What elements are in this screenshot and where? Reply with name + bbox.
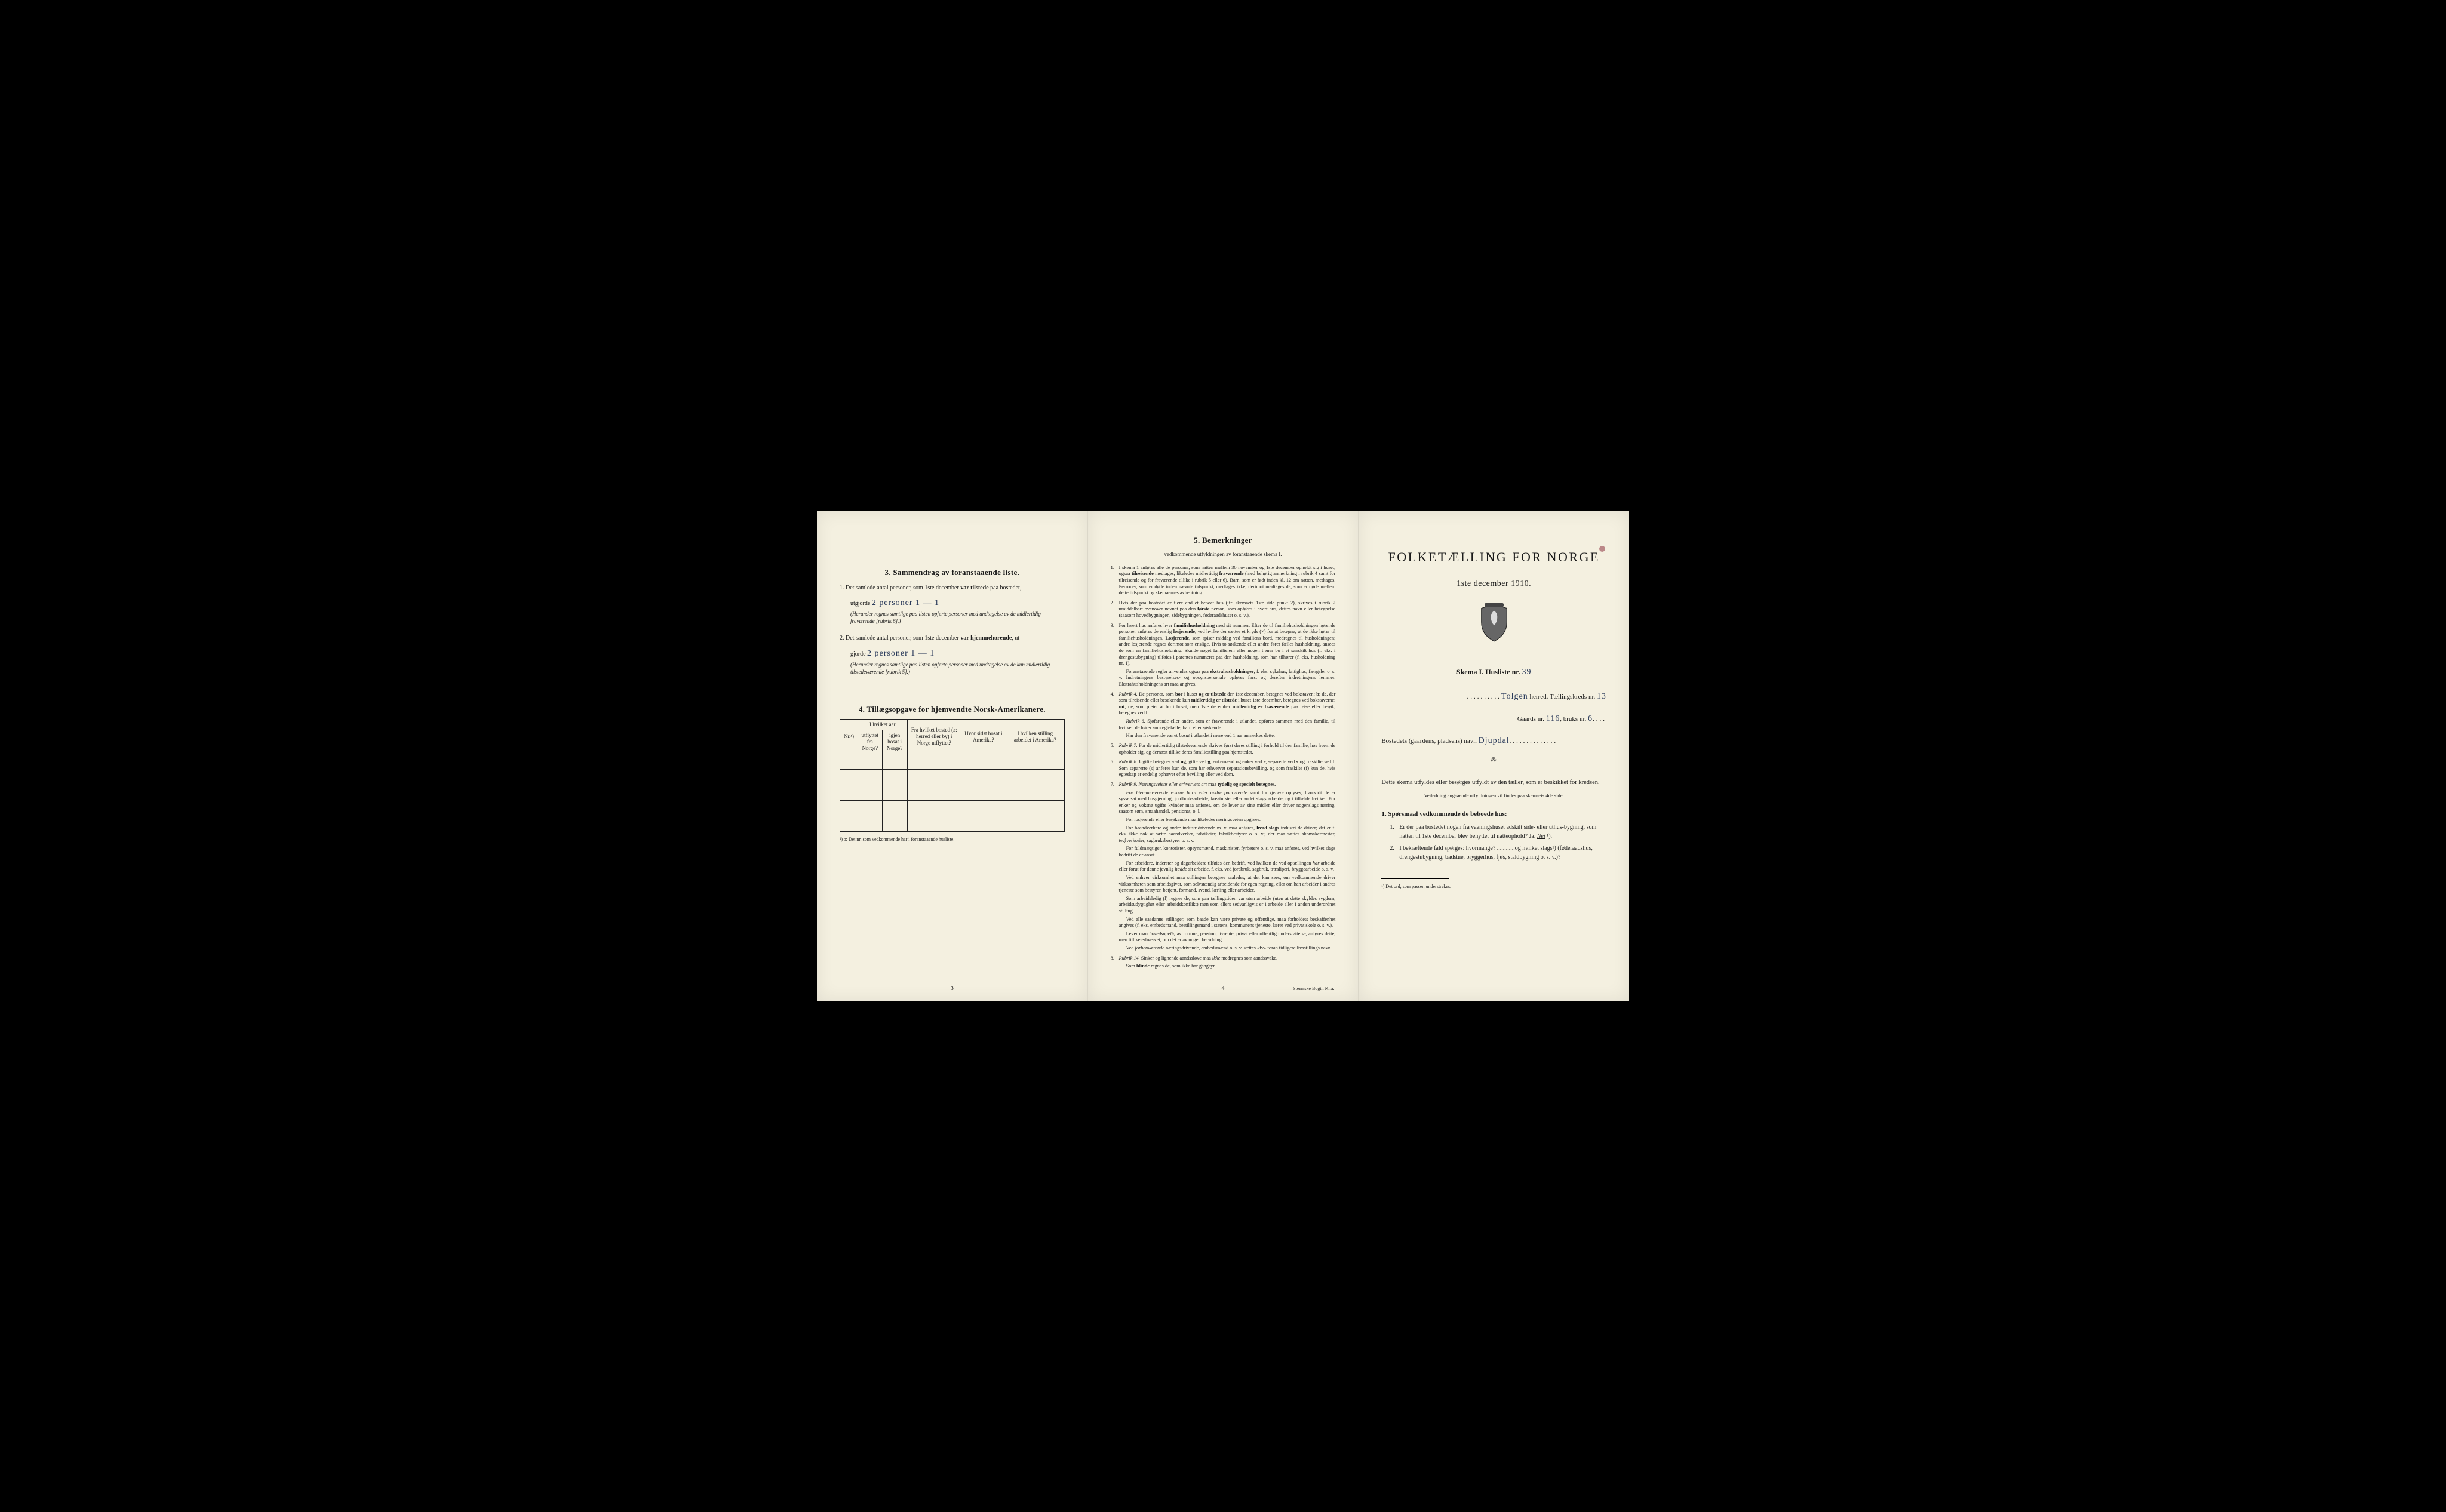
remark-number: 4. xyxy=(1111,692,1119,739)
remark-number: 8. xyxy=(1111,955,1119,970)
item1-tail: paa bostedet, xyxy=(989,585,1022,591)
skema-label: Skema I. Husliste nr. xyxy=(1456,668,1522,676)
gaards-nr: 116 xyxy=(1546,714,1560,723)
intro-note: Veiledning angaaende utfyldningen vil fi… xyxy=(1381,792,1606,799)
remark-number: 5. xyxy=(1111,743,1119,755)
q2-text: I bekræftende fald spørges: hvormange? .… xyxy=(1399,844,1606,862)
q2-num: 2. xyxy=(1390,844,1399,862)
th-igjen: igjen bosat i Norge? xyxy=(882,730,907,754)
remark-number: 2. xyxy=(1111,600,1119,619)
bosted-name: Djupdal xyxy=(1479,736,1510,745)
bosted-label: Bostedets (gaardens, pladsens) navn xyxy=(1381,737,1478,745)
bruks-label: , bruks nr. xyxy=(1560,715,1588,723)
th-aar: I hvilket aar xyxy=(858,720,908,730)
remark-item: 8.Rubrik 14. Sinker og lignende aandsslø… xyxy=(1111,955,1336,970)
remark-text: Hvis der paa bostedet er flere end ét be… xyxy=(1119,600,1336,619)
section-5-heading: 5. Bemerkninger xyxy=(1111,535,1336,546)
item2-tail: , ut- xyxy=(1012,635,1021,641)
husliste-nr: 39 xyxy=(1522,668,1531,677)
page-3: 3. Sammendrag av foranstaaende liste. 1.… xyxy=(817,511,1088,1001)
item1-line2: utgjorde 2 personer 1 — 1 xyxy=(850,598,1065,609)
intro-text: Dette skema utfyldes eller besørges utfy… xyxy=(1381,778,1606,788)
remark-text: Rubrik 14. Sinker og lignende aandssløve… xyxy=(1119,955,1336,970)
crest-icon xyxy=(1478,603,1510,643)
page-number-4: 4 xyxy=(1222,985,1225,993)
remark-number: 3. xyxy=(1111,623,1119,688)
remark-item: 5.Rubrik 7. For de midlertidig tilstedev… xyxy=(1111,743,1336,755)
th-stilling: I hvilken stilling arbeidet i Amerika? xyxy=(1006,720,1064,754)
item1-lead: 1. Det samlede antal personer, som 1ste … xyxy=(840,585,960,591)
utgjorde-1: utgjorde xyxy=(850,600,872,607)
remark-text: For hvert hus anføres hver familiehushol… xyxy=(1119,623,1336,688)
page-title: FOLKETÆLLING FOR NORGE 1ste december 191… xyxy=(1359,511,1629,1001)
bruks-nr: 6 xyxy=(1588,714,1593,723)
remark-number: 7. xyxy=(1111,782,1119,952)
remark-text: Rubrik 7. For de midlertidig tilstedevær… xyxy=(1119,743,1336,755)
handwritten-count-1: 2 personer 1 — 1 xyxy=(872,598,939,607)
remark-item: 6.Rubrik 8. Ugifte betegnes ved ug, gift… xyxy=(1111,759,1336,778)
gaards-row: Gaards nr. 116, bruks nr. 6.... xyxy=(1381,711,1606,726)
question-2: 2. I bekræftende fald spørges: hvormange… xyxy=(1390,844,1606,862)
table-footnote: ¹) ɔ: Det nr. som vedkommende har i fora… xyxy=(840,837,1065,843)
page-number-3: 3 xyxy=(951,985,954,993)
q1-sup: ¹). xyxy=(1545,833,1552,840)
remark-text: Rubrik 8. Ugifte betegnes ved ug, gifte … xyxy=(1119,759,1336,778)
remarks-list: 1.I skema 1 anføres alle de personer, so… xyxy=(1111,565,1336,970)
th-utflyttet: utflyttet fra Norge? xyxy=(858,730,882,754)
remark-text: Rubrik 4. De personer, som bor i huset o… xyxy=(1119,692,1336,739)
gaards-label: Gaards nr. xyxy=(1517,715,1546,723)
q1-answer: Nei xyxy=(1537,833,1545,840)
emigrant-tbody xyxy=(840,754,1065,831)
item2-bold: var hjemmehørende xyxy=(960,635,1012,641)
q1-text: Er der paa bostedet nogen fra vaaningshu… xyxy=(1399,824,1596,840)
right-footnote: ¹) Det ord, som passer, understrekes. xyxy=(1381,884,1606,890)
emigrant-table: Nr.¹) I hvilket aar Fra hvilket bosted (… xyxy=(840,719,1065,831)
gjorde-2: gjorde xyxy=(850,651,867,657)
bosted-row: Bostedets (gaardens, pladsens) navn Djup… xyxy=(1381,733,1606,748)
item2-line2: gjorde 2 personer 1 — 1 xyxy=(850,649,1065,660)
printer-mark: Steen'ske Bogtr. Kr.a. xyxy=(1293,986,1334,992)
page-4: 5. Bemerkninger vedkommende utfyldningen… xyxy=(1088,511,1359,1001)
remark-item: 4.Rubrik 4. De personer, som bor i huset… xyxy=(1111,692,1336,739)
herred-label: herred. Tællingskreds nr. xyxy=(1528,693,1597,700)
punch-hole xyxy=(1599,546,1605,552)
remark-item: 2.Hvis der paa bostedet er flere end ét … xyxy=(1111,600,1336,619)
title-date: 1ste december 1910. xyxy=(1381,579,1606,590)
main-title: FOLKETÆLLING FOR NORGE xyxy=(1381,548,1606,566)
section-5-sub: vedkommende utfyldningen av foranstaaend… xyxy=(1111,551,1336,558)
remark-number: 1. xyxy=(1111,565,1119,597)
item-2: 2. Det samlede antal personer, som 1ste … xyxy=(840,634,1065,643)
q1-num: 1. xyxy=(1390,823,1399,841)
remark-item: 7.Rubrik 9. Næringsveiens eller erhverve… xyxy=(1111,782,1336,952)
coat-of-arms xyxy=(1381,603,1606,646)
section-3-heading: 3. Sammendrag av foranstaaende liste. xyxy=(840,567,1065,578)
remark-text: I skema 1 anføres alle de personer, som … xyxy=(1119,565,1336,597)
item2-lead: 2. Det samlede antal personer, som 1ste … xyxy=(840,635,960,641)
question-heading: 1. Spørsmaal vedkommende de beboede hus: xyxy=(1381,810,1606,819)
th-sidst: Hvor sidst bosat i Amerika? xyxy=(961,720,1006,754)
item2-note: (Herunder regnes samtlige paa listen opf… xyxy=(850,661,1065,675)
th-nr: Nr.¹) xyxy=(840,720,858,754)
kreds-nr: 13 xyxy=(1597,692,1606,701)
remark-item: 3.For hvert hus anføres hver familiehush… xyxy=(1111,623,1336,688)
remark-number: 6. xyxy=(1111,759,1119,778)
question-1: 1. Er der paa bostedet nogen fra vaaning… xyxy=(1390,823,1606,841)
skema-line: Skema I. Husliste nr. 39 xyxy=(1381,667,1606,678)
th-bosted: Fra hvilket bosted (ɔ: herred eller by) … xyxy=(907,720,961,754)
item1-bold: var tilstede xyxy=(960,585,988,591)
remark-item: 1.I skema 1 anføres alle de personer, so… xyxy=(1111,565,1336,597)
document-spread: 3. Sammendrag av foranstaaende liste. 1.… xyxy=(817,511,1629,1001)
herred-row: ..........Tolgen herred. Tællingskreds n… xyxy=(1381,689,1606,704)
footnote-rule xyxy=(1381,878,1449,879)
remark-text: Rubrik 9. Næringsveiens eller erhvervets… xyxy=(1119,782,1336,952)
ornament: ⁂ xyxy=(1381,756,1606,764)
item1-note: (Herunder regnes samtlige paa listen opf… xyxy=(850,610,1065,625)
herred-name: Tolgen xyxy=(1501,692,1528,701)
item-1: 1. Det samlede antal personer, som 1ste … xyxy=(840,584,1065,592)
section-4-heading: 4. Tillægsopgave for hjemvendte Norsk-Am… xyxy=(840,704,1065,715)
handwritten-count-2: 2 personer 1 — 1 xyxy=(867,649,935,658)
